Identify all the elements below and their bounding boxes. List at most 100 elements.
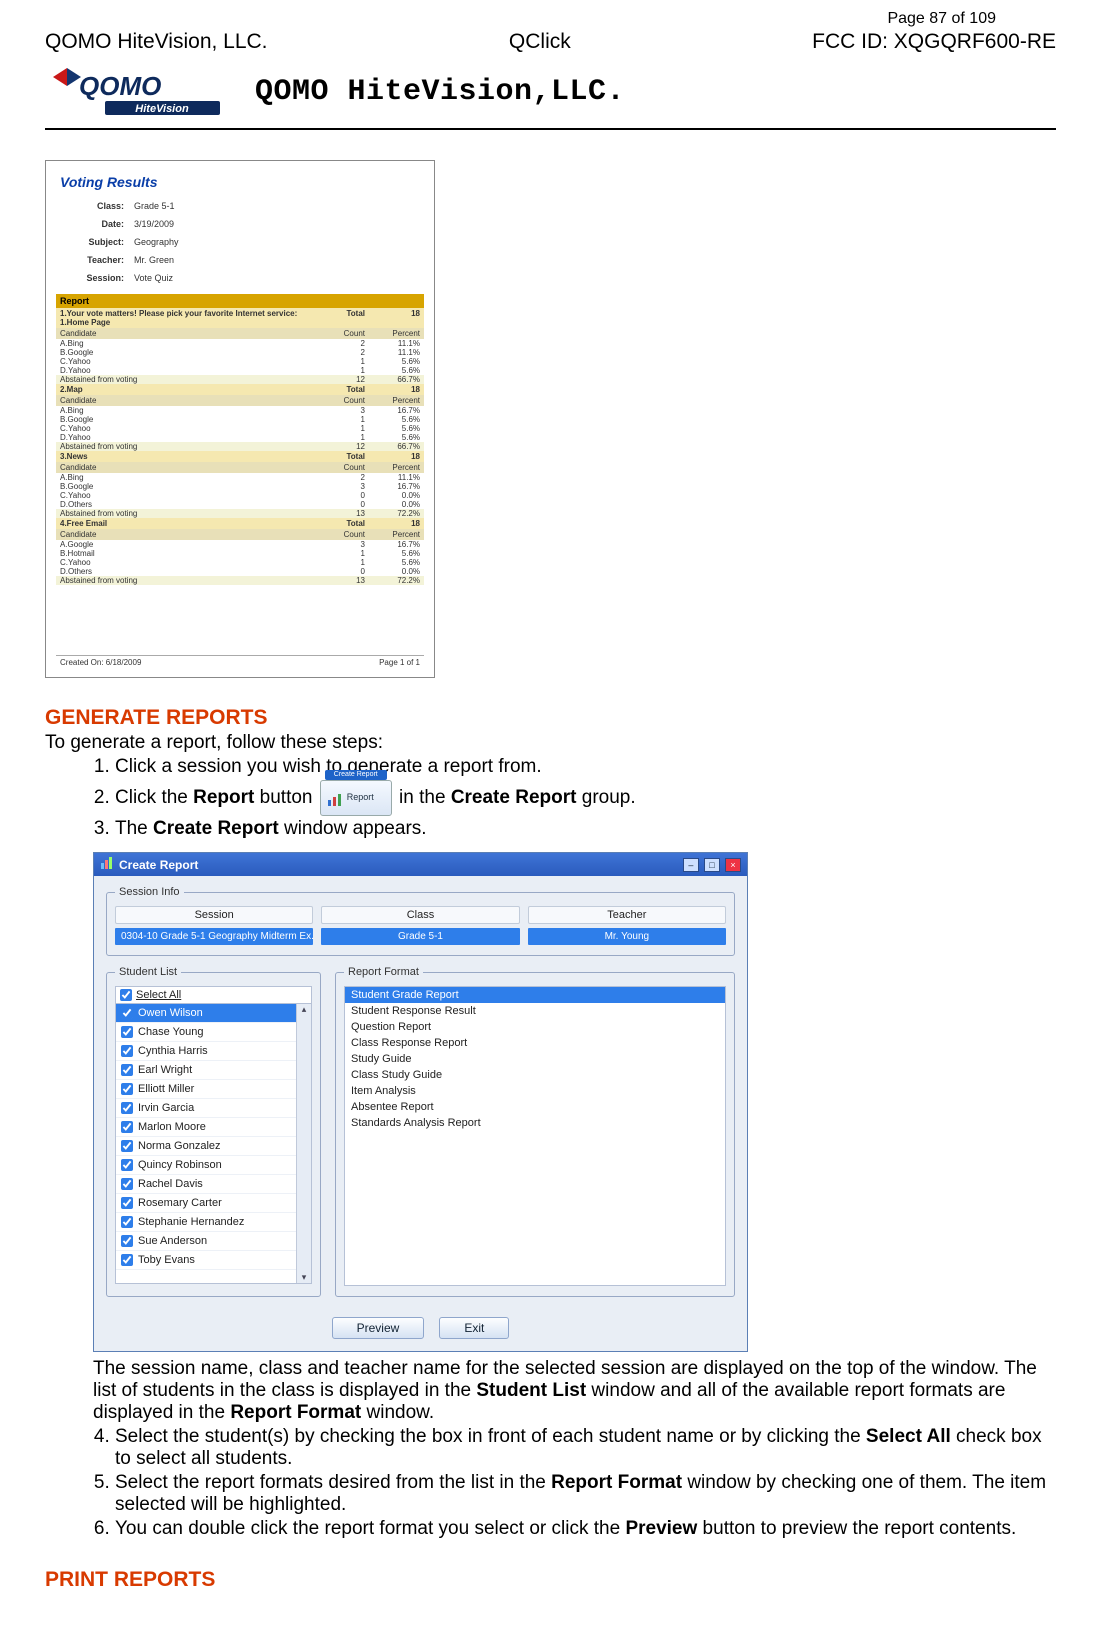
- qomo-logo-svg: QOMO HiteVision: [45, 65, 235, 120]
- student-checkbox[interactable]: [121, 1102, 133, 1114]
- steps-list: Click a session you wish to generate a r…: [115, 756, 1056, 840]
- dialog-buttons: Preview Exit: [106, 1317, 735, 1339]
- student-name: Earl Wright: [138, 1064, 192, 1076]
- dialog-title: Create Report: [119, 858, 676, 872]
- minimize-button[interactable]: –: [683, 858, 699, 872]
- student-row[interactable]: Marlon Moore: [116, 1118, 311, 1137]
- student-name: Norma Gonzalez: [138, 1140, 221, 1152]
- student-row[interactable]: Stephanie Hernandez: [116, 1213, 311, 1232]
- report-format-item[interactable]: Study Guide: [345, 1051, 725, 1067]
- report-format-item[interactable]: Student Grade Report: [345, 987, 725, 1003]
- student-name: Quincy Robinson: [138, 1159, 222, 1171]
- select-all-checkbox[interactable]: [120, 989, 132, 1001]
- scrollbar[interactable]: ▴▾: [296, 1004, 311, 1283]
- s6a: You can double click the report format y…: [115, 1518, 625, 1539]
- step3-b: Create Report: [153, 818, 279, 839]
- select-all-label: Select All: [136, 989, 181, 1001]
- student-checkbox[interactable]: [121, 1140, 133, 1152]
- student-row[interactable]: Cynthia Harris: [116, 1042, 311, 1061]
- student-row[interactable]: Rachel Davis: [116, 1175, 311, 1194]
- candidate-row: D.Others00.0%: [56, 567, 424, 576]
- header-divider: [45, 128, 1056, 130]
- dialog-icon: [100, 856, 114, 873]
- candidate-row: B.Google316.7%: [56, 482, 424, 491]
- student-row[interactable]: Norma Gonzalez: [116, 1137, 311, 1156]
- student-row[interactable]: Irvin Garcia: [116, 1099, 311, 1118]
- s5a: Select the report formats desired from t…: [115, 1472, 551, 1493]
- student-name: Owen Wilson: [138, 1007, 203, 1019]
- report-format-legend: Report Format: [344, 966, 423, 978]
- meta-class-v: Grade 5-1: [130, 198, 422, 214]
- session-info-row[interactable]: 0304-10 Grade 5-1 Geography Midterm Ex..…: [115, 928, 726, 945]
- report-format-item[interactable]: Class Study Guide: [345, 1067, 725, 1083]
- student-checkbox[interactable]: [121, 1197, 133, 1209]
- student-checkbox[interactable]: [121, 1159, 133, 1171]
- report-format-list[interactable]: Student Grade ReportStudent Response Res…: [344, 986, 726, 1286]
- meta-date-v: 3/19/2009: [130, 216, 422, 232]
- student-row[interactable]: Chase Young: [116, 1023, 311, 1042]
- meta-teacher-k: Teacher:: [58, 252, 128, 268]
- student-row[interactable]: Toby Evans: [116, 1251, 311, 1270]
- abstained-row: Abstained from voting1266.7%: [56, 375, 424, 384]
- step-3: The Create Report window appears.: [115, 818, 1056, 840]
- student-row[interactable]: Rosemary Carter: [116, 1194, 311, 1213]
- preview-button[interactable]: Preview: [332, 1317, 425, 1339]
- scroll-up-icon[interactable]: ▴: [302, 1004, 307, 1015]
- student-row[interactable]: Earl Wright: [116, 1061, 311, 1080]
- student-row[interactable]: Sue Anderson: [116, 1232, 311, 1251]
- student-checkbox[interactable]: [121, 1083, 133, 1095]
- student-row[interactable]: Quincy Robinson: [116, 1156, 311, 1175]
- report-format-item[interactable]: Question Report: [345, 1019, 725, 1035]
- maximize-button[interactable]: □: [704, 858, 720, 872]
- student-checkbox[interactable]: [121, 1178, 133, 1190]
- voting-results-report: Voting Results Class:Grade 5-1 Date:3/19…: [45, 160, 435, 678]
- student-checkbox[interactable]: [121, 1121, 133, 1133]
- row-session: 0304-10 Grade 5-1 Geography Midterm Ex..…: [115, 928, 313, 945]
- header-left: QOMO HiteVision, LLC.: [45, 30, 268, 54]
- student-checkbox[interactable]: [121, 1026, 133, 1038]
- question-row: 3.NewsTotal18: [56, 451, 424, 462]
- s4b: Select All: [866, 1426, 951, 1447]
- select-all-row[interactable]: Select All: [115, 986, 312, 1004]
- create-report-dialog: Create Report – □ × Session Info Session…: [93, 852, 748, 1352]
- candidate-row: A.Bing211.1%: [56, 339, 424, 348]
- student-row[interactable]: Owen Wilson: [116, 1004, 311, 1023]
- close-button[interactable]: ×: [725, 858, 741, 872]
- after-dialog-text: The session name, class and teacher name…: [93, 1358, 1056, 1424]
- meta-date-k: Date:: [58, 216, 128, 232]
- student-name: Chase Young: [138, 1026, 203, 1038]
- generate-reports-heading: GENERATE REPORTS: [45, 706, 1056, 730]
- student-checkbox[interactable]: [121, 1007, 133, 1019]
- steps-list-2: Select the student(s) by checking the bo…: [115, 1426, 1056, 1540]
- report-format-item[interactable]: Class Response Report: [345, 1035, 725, 1051]
- student-checkbox[interactable]: [121, 1254, 133, 1266]
- s6c: button to preview the report contents.: [697, 1518, 1016, 1539]
- s6b: Preview: [625, 1518, 697, 1539]
- student-checkbox[interactable]: [121, 1064, 133, 1076]
- report-format-item[interactable]: Absentee Report: [345, 1099, 725, 1115]
- meta-subject-k: Subject:: [58, 234, 128, 250]
- scroll-down-icon[interactable]: ▾: [302, 1272, 307, 1283]
- candidate-row: D.Yahoo15.6%: [56, 433, 424, 442]
- student-checkbox[interactable]: [121, 1045, 133, 1057]
- report-button-group-label: Create Report: [325, 770, 387, 780]
- student-list[interactable]: ▴▾ Owen WilsonChase YoungCynthia HarrisE…: [115, 1004, 312, 1284]
- meta-class-k: Class:: [58, 198, 128, 214]
- student-checkbox[interactable]: [121, 1216, 133, 1228]
- step2-b: Report: [193, 787, 254, 808]
- step-6: You can double click the report format y…: [115, 1518, 1056, 1540]
- abstained-row: Abstained from voting1372.2%: [56, 576, 424, 585]
- meta-teacher-v: Mr. Green: [130, 252, 422, 268]
- exit-button[interactable]: Exit: [439, 1317, 509, 1339]
- candidate-row: D.Others00.0%: [56, 500, 424, 509]
- step-2: Click the Report button Create Report Re…: [115, 780, 1056, 816]
- student-row[interactable]: Elliott Miller: [116, 1080, 311, 1099]
- dialog-titlebar[interactable]: Create Report – □ ×: [94, 853, 747, 876]
- student-name: Rachel Davis: [138, 1178, 203, 1190]
- report-format-item[interactable]: Student Response Result: [345, 1003, 725, 1019]
- report-button-inline[interactable]: Create Report Report: [320, 780, 392, 816]
- report-format-item[interactable]: Item Analysis: [345, 1083, 725, 1099]
- student-checkbox[interactable]: [121, 1235, 133, 1247]
- student-name: Marlon Moore: [138, 1121, 206, 1133]
- report-format-item[interactable]: Standards Analysis Report: [345, 1115, 725, 1131]
